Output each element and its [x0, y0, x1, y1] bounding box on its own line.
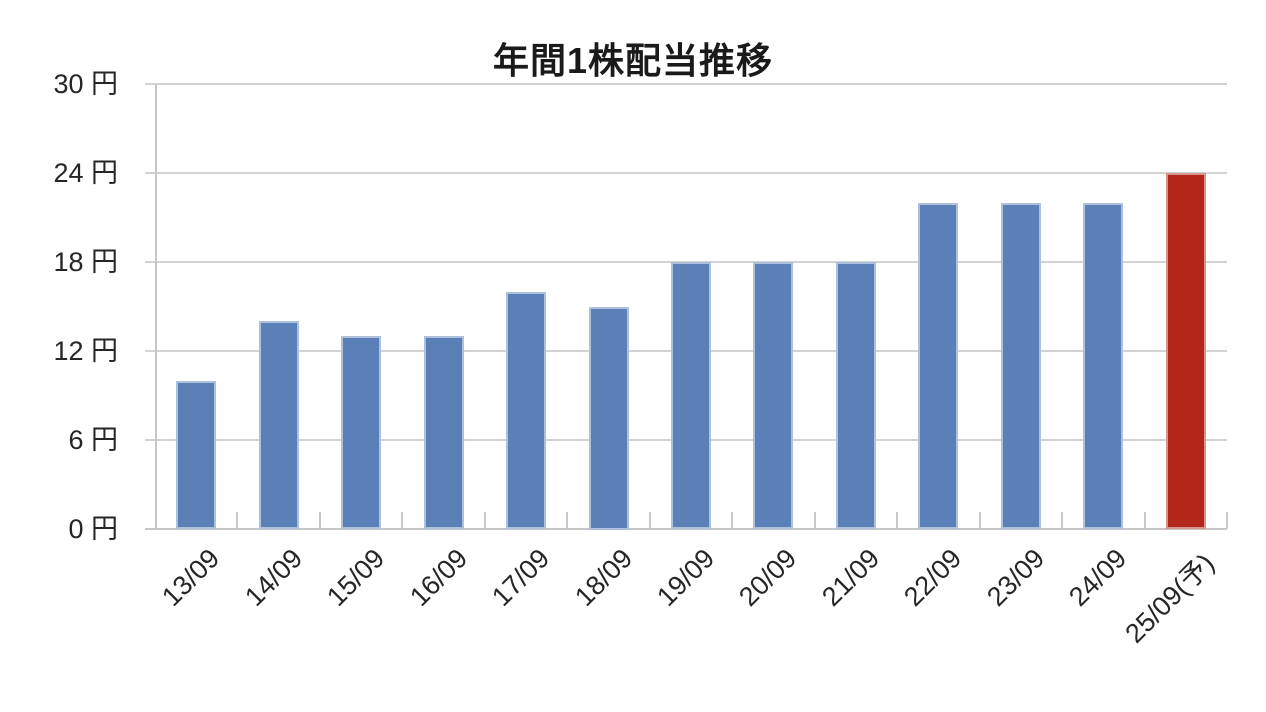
x-tick-label: 19/09 — [651, 543, 721, 612]
x-tick-label: 24/09 — [1063, 543, 1133, 612]
y-tick-label: 0 円 — [68, 514, 118, 544]
x-axis-tick — [649, 512, 651, 529]
bar-14/09 — [259, 321, 299, 529]
x-tick-label: 15/09 — [321, 543, 391, 612]
bar-16/09 — [424, 336, 464, 529]
gridline-24 — [145, 172, 1227, 174]
gridline-30 — [145, 83, 1227, 85]
x-axis-tick — [1061, 512, 1063, 529]
x-tick-label: 25/09(予) — [1119, 547, 1221, 649]
bar-22/09 — [918, 203, 958, 529]
x-tick-label: 16/09 — [404, 543, 474, 612]
x-tick-label: 22/09 — [898, 543, 968, 612]
y-tick-label: 30 円 — [53, 69, 118, 99]
x-axis-tick — [319, 512, 321, 529]
x-tick-label: 18/09 — [569, 543, 639, 612]
x-tick-label: 17/09 — [486, 543, 556, 612]
x-tick-label: 14/09 — [239, 543, 309, 612]
x-axis-line — [145, 528, 1227, 530]
y-tick-label: 18 円 — [53, 247, 118, 277]
x-axis-tick — [731, 512, 733, 529]
y-tick-label: 12 円 — [53, 336, 118, 366]
x-axis-tick — [401, 512, 403, 529]
bar-18/09 — [589, 307, 629, 530]
bar-20/09 — [753, 262, 793, 529]
x-axis-tick — [814, 512, 816, 529]
y-axis-line — [155, 84, 157, 529]
x-tick-label: 23/09 — [981, 543, 1051, 612]
chart-title: 年間1株配当推移 — [492, 40, 774, 81]
x-axis-tick — [1144, 512, 1146, 529]
y-tick-label: 6 円 — [68, 425, 118, 455]
bar-23/09 — [1001, 203, 1041, 529]
x-axis-tick — [484, 512, 486, 529]
bar-19/09 — [671, 262, 711, 529]
x-axis-tick — [979, 512, 981, 529]
x-axis-tick — [896, 512, 898, 529]
bar-15/09 — [341, 336, 381, 529]
bar-24/09 — [1083, 203, 1123, 529]
bar-21/09 — [836, 262, 876, 529]
y-tick-label: 24 円 — [53, 158, 118, 188]
bar-25/09(予) — [1166, 173, 1206, 529]
x-axis-tick — [1226, 512, 1228, 529]
x-axis-tick — [236, 512, 238, 529]
x-axis-tick — [566, 512, 568, 529]
bar-17/09 — [506, 292, 546, 529]
bar-13/09 — [176, 381, 216, 529]
x-tick-label: 13/09 — [156, 543, 226, 612]
x-tick-label: 20/09 — [733, 543, 803, 612]
x-tick-label: 21/09 — [816, 543, 886, 612]
